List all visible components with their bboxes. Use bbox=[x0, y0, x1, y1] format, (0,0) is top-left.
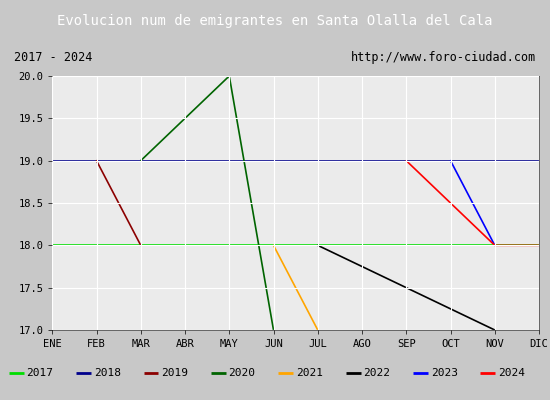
Text: 2020: 2020 bbox=[228, 368, 256, 378]
Text: 2019: 2019 bbox=[161, 368, 188, 378]
Text: http://www.foro-ciudad.com: http://www.foro-ciudad.com bbox=[351, 51, 536, 64]
Text: 2024: 2024 bbox=[498, 368, 525, 378]
Text: 2017: 2017 bbox=[26, 368, 53, 378]
Text: 2018: 2018 bbox=[94, 368, 121, 378]
Text: Evolucion num de emigrantes en Santa Olalla del Cala: Evolucion num de emigrantes en Santa Ola… bbox=[57, 14, 493, 28]
Text: 2022: 2022 bbox=[363, 368, 390, 378]
Text: 2023: 2023 bbox=[431, 368, 458, 378]
Text: 2021: 2021 bbox=[296, 368, 323, 378]
Text: 2017 - 2024: 2017 - 2024 bbox=[14, 51, 92, 64]
